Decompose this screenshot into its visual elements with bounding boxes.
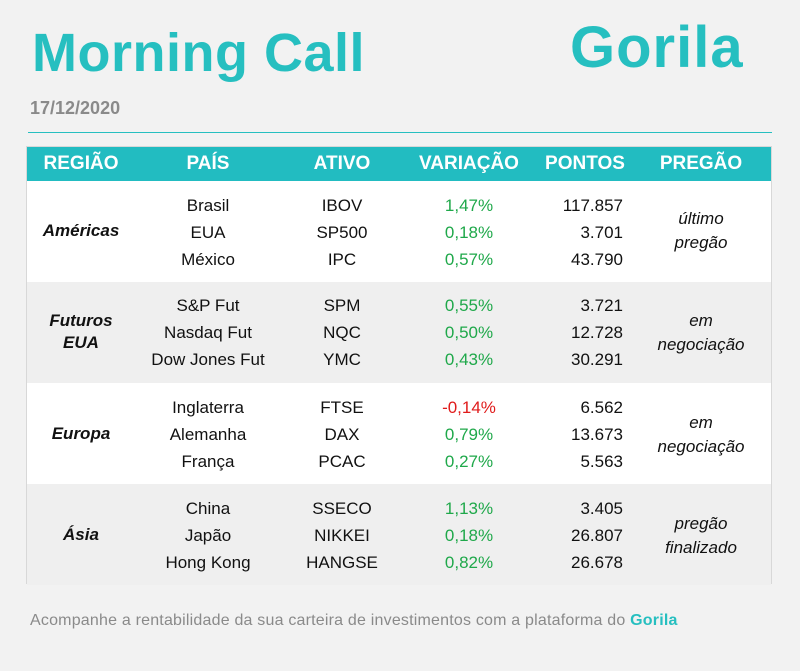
region-label: Europa: [51, 424, 111, 443]
region-label: Américas: [42, 221, 120, 240]
region-label: Ásia: [63, 525, 99, 544]
table-cell-pais: Nasdaq Fut: [164, 323, 252, 342]
table-cell-pontos: 26.678: [571, 553, 623, 572]
table-cell-ativo: SPM: [323, 296, 361, 315]
pregao-line: pregão: [674, 514, 728, 533]
region-label: Futuros EUA: [33, 310, 129, 354]
page-title: Morning Call: [32, 23, 365, 83]
table-cell-pais: Hong Kong: [165, 553, 251, 572]
column-header-pregao: PREGÃO: [659, 153, 743, 174]
pregao-line: último: [678, 209, 724, 228]
table-cell-ativo: HANGSE: [306, 553, 378, 572]
table-cell-variacao: 0,79%: [444, 425, 494, 444]
table-cell-pais: Japão: [184, 526, 232, 545]
table-cell-ativo: IPC: [327, 250, 357, 269]
table-cell-pais: S&P Fut: [176, 296, 240, 315]
table-cell-variacao: 0,55%: [444, 296, 494, 315]
pregao-line: negociação: [657, 437, 745, 456]
table-cell-ativo: IBOV: [321, 196, 363, 215]
region-group-asia: Ásia China SSECO 1,13% 3.405 Japão NIKKE…: [27, 484, 771, 585]
table-cell-pontos: 3.405: [580, 499, 623, 518]
region-label-line: Futuros: [49, 311, 113, 330]
table-cell-pontos: 117.857: [562, 196, 623, 215]
column-header-pais: PAÍS: [186, 153, 230, 174]
report-date: 17/12/2020: [30, 98, 121, 118]
footer-note: Acompanhe a rentabilidade da sua carteir…: [30, 612, 678, 630]
table-cell-ativo: SSECO: [312, 499, 372, 518]
column-header-variacao: VARIAÇÃO: [419, 153, 519, 174]
table-cell-pontos: 26.807: [571, 526, 623, 545]
table-cell-variacao: 0,50%: [444, 323, 494, 342]
region-group-futuros-eua: Futuros EUA S&P Fut SPM 0,55% 3.721 Nasd…: [27, 282, 771, 383]
table-cell-variacao: 0,18%: [444, 223, 494, 242]
table-cell-pais: Dow Jones Fut: [151, 350, 265, 369]
pregao-line: finalizado: [665, 538, 737, 557]
table-header: REGIÃO PAÍS ATIVO VARIAÇÃO PONTOS PREGÃO: [27, 147, 771, 181]
pregao-status: em negociação: [639, 309, 763, 357]
table-cell-pontos: 3.701: [580, 223, 623, 242]
gorila-logo: Gorila: [570, 15, 744, 80]
region-label-line: EUA: [63, 333, 99, 352]
table-cell-pais: Inglaterra: [172, 398, 244, 417]
table-cell-pontos: 3.721: [580, 296, 623, 315]
column-header-ativo: ATIVO: [313, 153, 371, 174]
pregao-status: em negociação: [639, 411, 763, 459]
pregao-line: em: [689, 413, 713, 432]
table-cell-pontos: 30.291: [571, 350, 623, 369]
table-cell-pais: China: [185, 499, 231, 518]
pregao-line: pregão: [674, 233, 728, 252]
table-cell-variacao: 1,13%: [444, 499, 494, 518]
table-cell-pontos: 12.728: [571, 323, 623, 342]
column-header-pontos: PONTOS: [545, 153, 625, 174]
table-cell-variacao: 0,27%: [444, 452, 494, 471]
region-group-americas: Américas Brasil IBOV 1,47% 117.857 EUA S…: [27, 181, 771, 282]
table-cell-pontos: 13.673: [571, 425, 623, 444]
table-cell-variacao: 0,82%: [444, 553, 494, 572]
column-header-regiao: REGIÃO: [43, 153, 119, 174]
table-cell-variacao: 0,43%: [444, 350, 494, 369]
pregao-status: pregão finalizado: [639, 512, 763, 560]
table-cell-pais: Brasil: [186, 196, 230, 215]
table-cell-ativo: PCAC: [318, 452, 366, 471]
table-cell-pais: EUA: [190, 223, 226, 242]
pregao-line: em: [689, 311, 713, 330]
table-cell-pontos: 5.563: [580, 452, 623, 471]
region-group-europa: Europa Inglaterra FTSE -0,14% 6.562 Alem…: [27, 383, 771, 484]
table-cell-ativo: DAX: [324, 425, 360, 444]
table-cell-pais: França: [181, 452, 235, 471]
table-cell-pontos: 6.562: [580, 398, 623, 417]
pregao-line: negociação: [657, 335, 745, 354]
table-cell-variacao: 0,18%: [444, 526, 494, 545]
pregao-status: último pregão: [639, 207, 763, 255]
market-table: REGIÃO PAÍS ATIVO VARIAÇÃO PONTOS PREGÃO…: [26, 146, 772, 585]
table-cell-ativo: NIKKEI: [314, 526, 370, 545]
table-cell-ativo: SP500: [316, 223, 368, 242]
table-cell-variacao: 1,47%: [444, 196, 494, 215]
table-cell-pais: México: [181, 250, 235, 269]
footer-text: Acompanhe a rentabilidade da sua carteir…: [30, 612, 626, 629]
table-cell-variacao: 0,57%: [444, 250, 494, 269]
table-cell-ativo: NQC: [323, 323, 361, 342]
table-cell-variacao: -0,14%: [442, 398, 496, 417]
table-cell-ativo: FTSE: [320, 398, 364, 417]
divider: [28, 132, 772, 133]
table-cell-pontos: 43.790: [571, 250, 623, 269]
footer-brand-link[interactable]: Gorila: [630, 612, 678, 629]
table-cell-ativo: YMC: [323, 350, 361, 369]
table-cell-pais: Alemanha: [169, 425, 247, 444]
